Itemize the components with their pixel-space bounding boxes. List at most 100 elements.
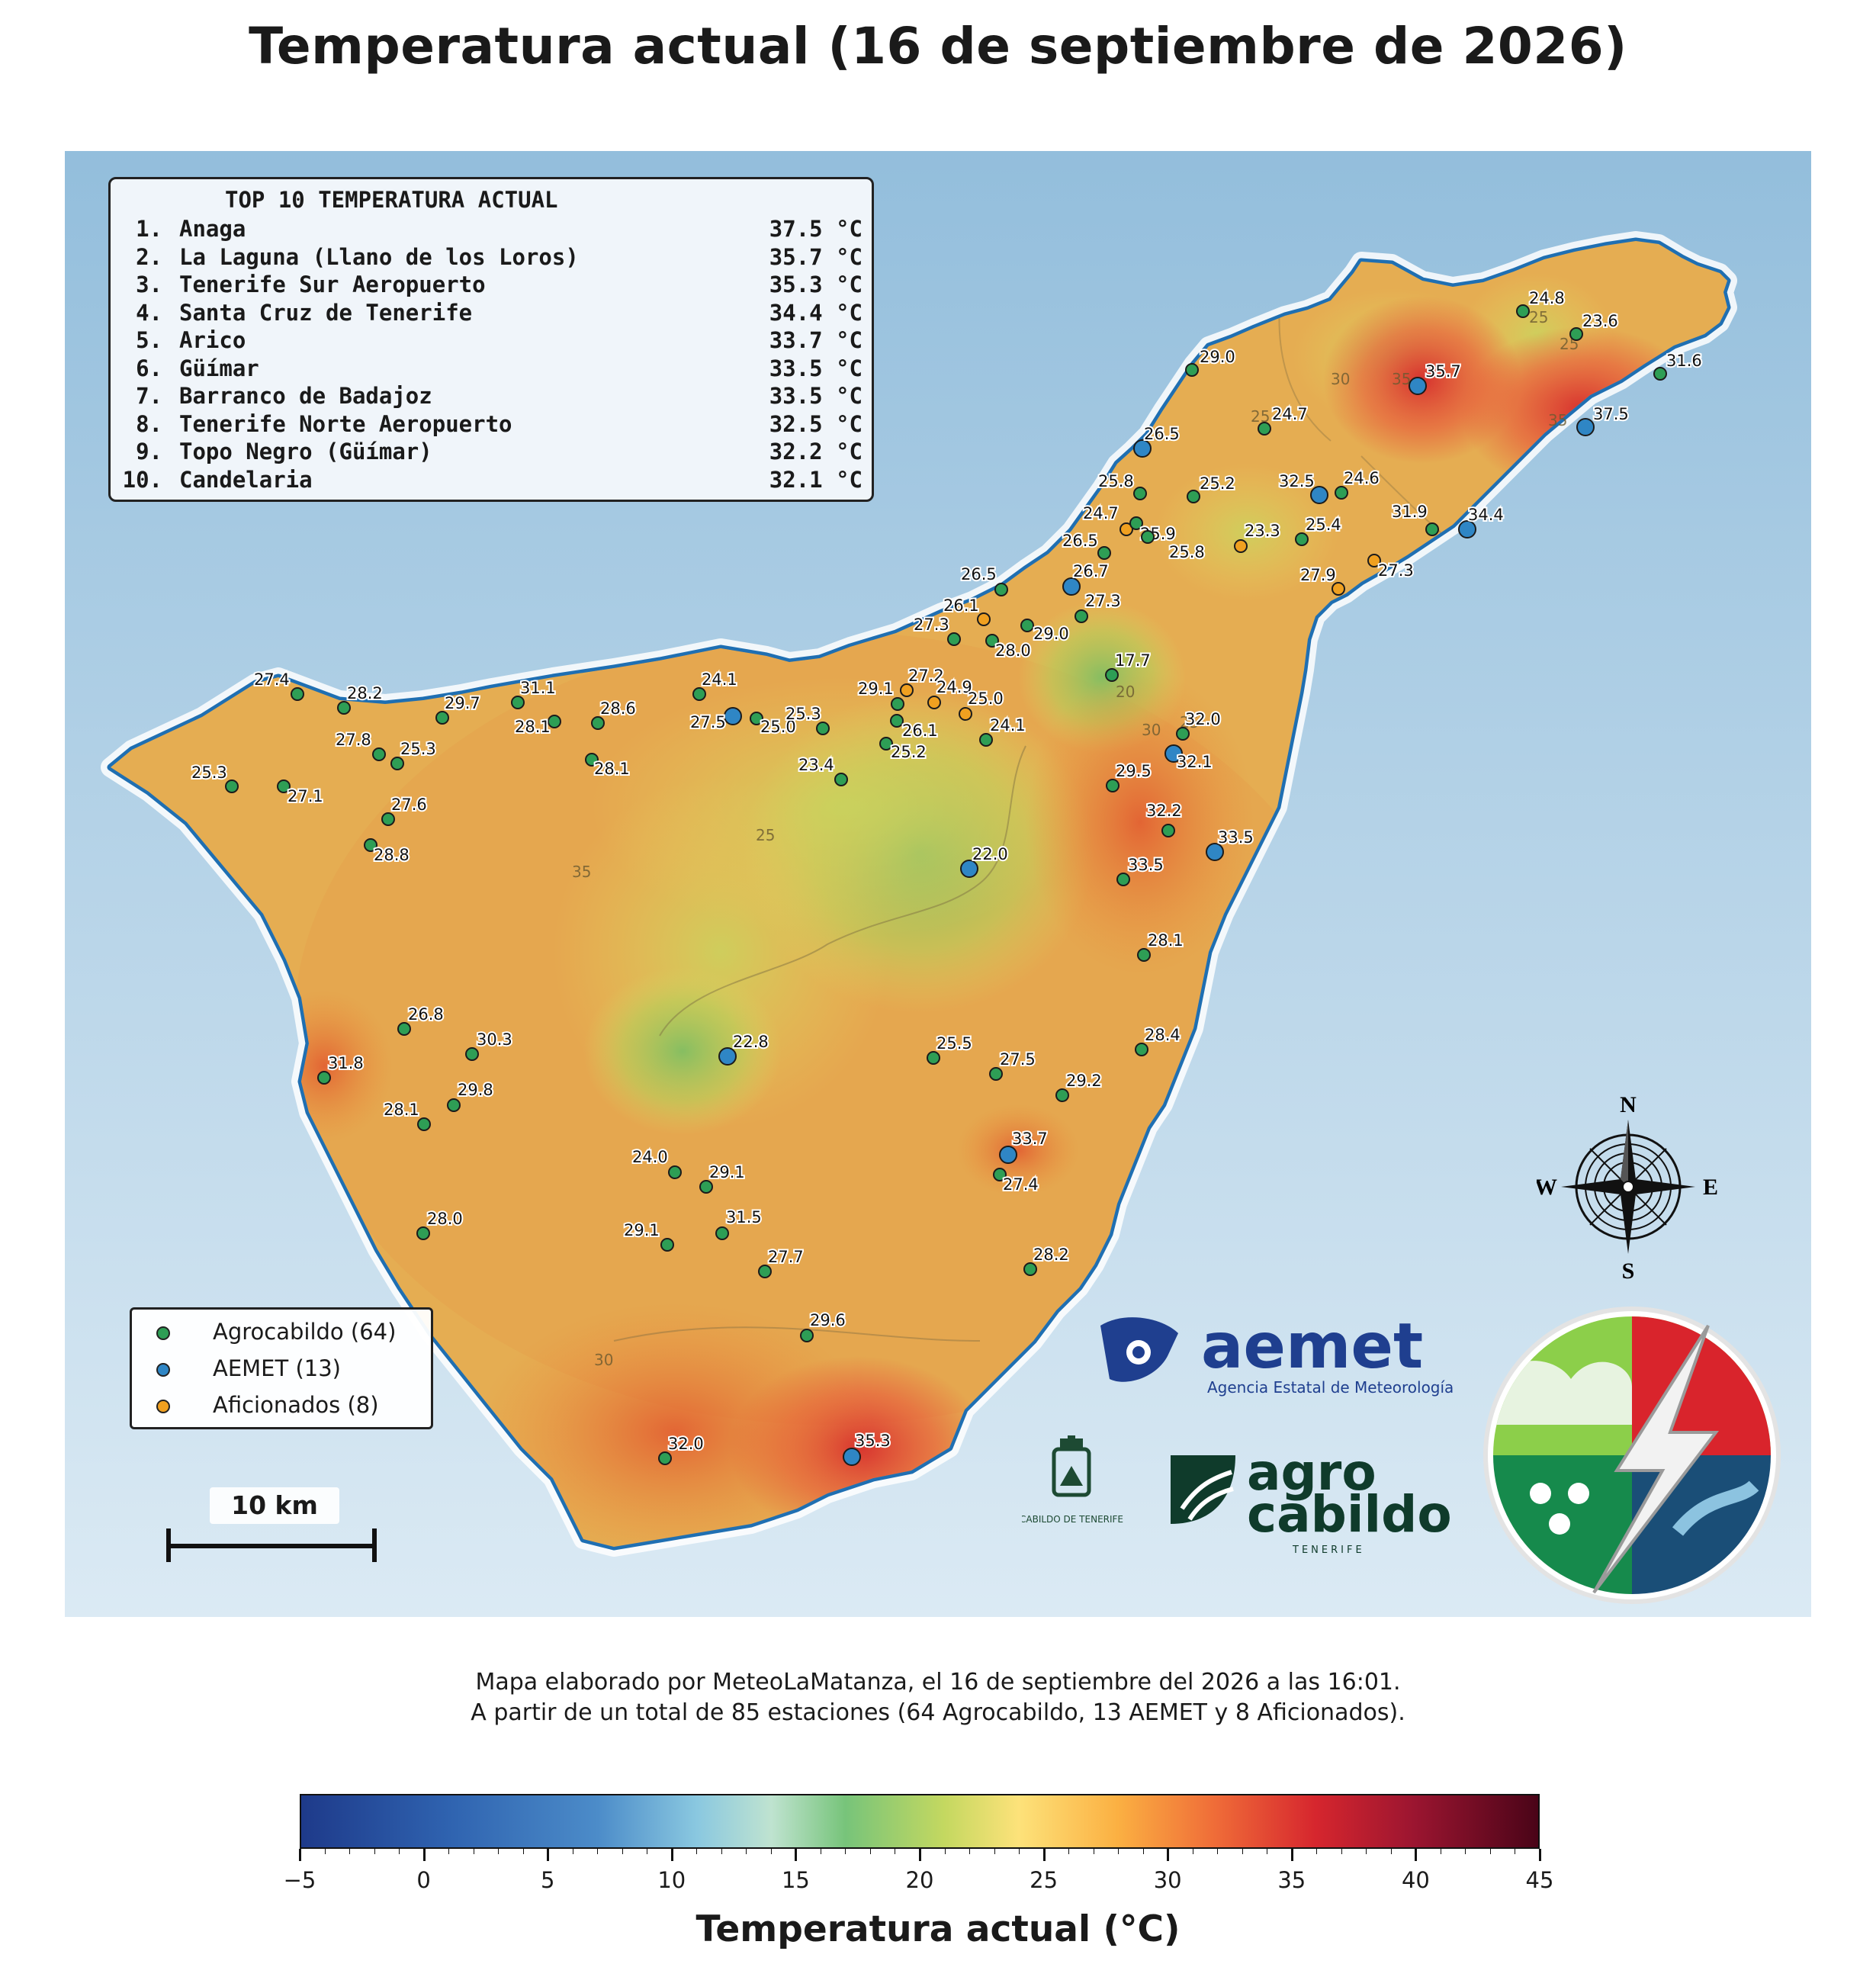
top10-title: TOP 10 TEMPERATURA ACTUAL [225,187,558,213]
colorbar-minor-tick [1316,1849,1318,1854]
station-marker-agro [891,697,904,711]
top10-value: 35.7 °C [769,243,863,270]
top10-rank: 4. [136,299,162,326]
station-marker-agro [1055,1088,1069,1102]
footer-line-1: Mapa elaborado por MeteoLaMatanza, el 16… [475,1669,1401,1696]
station-value-label: 24.7 [1083,504,1119,522]
agrocabildo-subtitle: TENERIFE [1292,1545,1365,1556]
station-value-label: 24.9 [936,678,972,696]
station-marker-agro [417,1117,431,1131]
top10-row: 4. Santa Cruz de Tenerife 34.4 °C [111,300,872,327]
colorbar-minor-tick [498,1849,500,1854]
contour-label: 25 [756,826,775,844]
station-value-label: 22.0 [972,845,1008,863]
station-value-label: 27.5 [1000,1050,1036,1069]
station-marker-agro [1258,422,1271,436]
station-value-label: 29.1 [858,680,894,698]
scale-bar-tick [166,1528,171,1562]
station-value-label: 28.1 [594,760,630,778]
top10-value: 33.5 °C [769,383,863,409]
top10-station-name: Santa Cruz de Tenerife [179,299,473,326]
top10-rank: 10. [122,466,162,493]
station-value-label: 26.8 [408,1005,444,1024]
top10-station-name: Anaga [179,216,246,242]
station-value-label: 26.7 [1073,562,1109,580]
station-value-label: 27.5 [690,713,726,731]
compass-w: W [1537,1175,1557,1200]
station-value-label: 33.5 [1128,856,1164,874]
station-marker-agro [979,733,993,747]
station-marker-agro [1133,487,1147,500]
station-marker-agro [1097,546,1111,560]
compass-n: N [1620,1092,1637,1117]
station-value-label: 34.4 [1468,506,1504,524]
station-marker-afic [927,696,941,709]
station-marker-agro [658,1451,672,1465]
top10-station-name: Arico [179,327,246,353]
station-value-label: 30.3 [477,1030,512,1049]
station-value-label: 17.7 [1115,651,1151,670]
station-marker-agro [715,1226,729,1240]
station-marker-aemet [1458,520,1476,538]
colorbar-tick-label: 0 [416,1867,431,1893]
top10-value: 33.5 °C [769,355,863,381]
station-marker-agro [985,634,999,648]
footer-line-2: A partir de un total de 85 estaciones (6… [471,1699,1405,1726]
station-marker-agro [1516,304,1530,318]
colorbar-tick [919,1849,921,1861]
lightning-bolt-icon [1592,1324,1720,1594]
station-value-label: 28.4 [1145,1026,1181,1044]
top10-value: 32.5 °C [769,410,863,437]
station-marker-agro [435,711,449,725]
top10-rank: 8. [136,410,162,437]
top10-station-name: La Laguna (Llano de los Loros) [179,243,579,270]
station-value-label: 29.7 [445,694,480,712]
station-marker-agro [372,747,386,761]
station-value-label: 28.2 [1033,1246,1069,1264]
station-value-label: 26.5 [1144,425,1180,443]
top10-row: 2. La Laguna (Llano de los Loros) 35.7 °C [111,244,872,272]
station-marker-agro [834,773,848,786]
station-value-label: 26.5 [961,565,997,583]
meteolamatanza-logo [1483,1307,1781,1604]
station-marker-agro [660,1238,674,1252]
station-value-label: 29.2 [1066,1072,1102,1090]
legend-label: Aficionados (8) [213,1392,379,1418]
station-marker-aemet [1164,744,1183,763]
station-marker-agro [1176,727,1190,741]
colorbar-minor-tick [1465,1849,1466,1854]
top10-rank: 3. [136,272,162,297]
station-marker-agro [381,812,395,826]
station-marker-agro [1295,532,1309,546]
legend-label: Agrocabildo (64) [213,1319,397,1345]
top10-station-name: Tenerife Norte Aeropuerto [179,410,512,437]
station-value-label: 35.3 [855,1432,891,1450]
station-value-label: 24.7 [1272,405,1308,423]
colorbar-minor-tick [374,1849,375,1854]
station-marker-agro [1425,522,1439,536]
station-value-label: 29.5 [1116,762,1152,780]
station-value-label: 25.3 [785,705,821,723]
station-value-label: 27.2 [908,667,944,685]
station-marker-agro [1335,486,1348,500]
station-marker-agro [465,1047,479,1061]
station-marker-aemet [1206,843,1224,861]
top10-station-name: Tenerife Sur Aeropuerto [179,272,486,297]
station-value-label: 25.4 [1306,516,1341,534]
station-value-label: 29.1 [709,1163,745,1181]
station-value-label: 25.8 [1098,472,1134,490]
station-marker-afic [977,612,991,626]
top10-row: 6. Güímar 33.5 °C [111,355,872,383]
legend-label: AEMET (13) [213,1355,341,1381]
top10-value: 34.4 °C [769,299,863,326]
colorbar-minor-tick [944,1849,946,1854]
station-marker-afic [959,707,972,721]
station-value-label: 28.1 [384,1101,419,1119]
station-value-label: 27.9 [1300,566,1336,584]
aemet-subtitle: Agencia Estatal de Meteorología [1207,1378,1454,1397]
station-marker-agro [1135,1043,1148,1056]
station-marker-agro [1187,490,1200,503]
station-marker-agro [699,1180,713,1194]
station-marker-agro [1023,1262,1037,1276]
colorbar-tick-label: 10 [657,1867,686,1893]
